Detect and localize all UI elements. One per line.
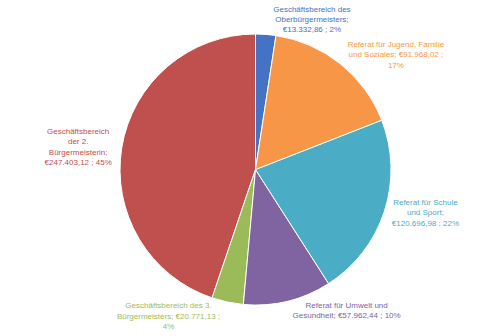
svg-text:Geschäftsbereich desOberbürger: Geschäftsbereich desOberbürgermeisters;€… [273,5,350,35]
svg-text:Geschäftsbereichder 2.Bürgerme: Geschäftsbereichder 2.Bürgermeisterin;€2… [45,127,112,167]
svg-text:Referat für Umwelt undGesundhe: Referat für Umwelt undGesundheit; €57.96… [293,301,401,320]
svg-text:Referat für Schuleund Sport;€1: Referat für Schuleund Sport;€120.696,98 … [392,198,459,228]
svg-text:Referat für Jugend, Familieund: Referat für Jugend, Familieund Soziales;… [348,40,445,70]
svg-text:Geschäftsbereich des 3.Bürgerm: Geschäftsbereich des 3.Bürgermeisters; €… [117,301,220,331]
